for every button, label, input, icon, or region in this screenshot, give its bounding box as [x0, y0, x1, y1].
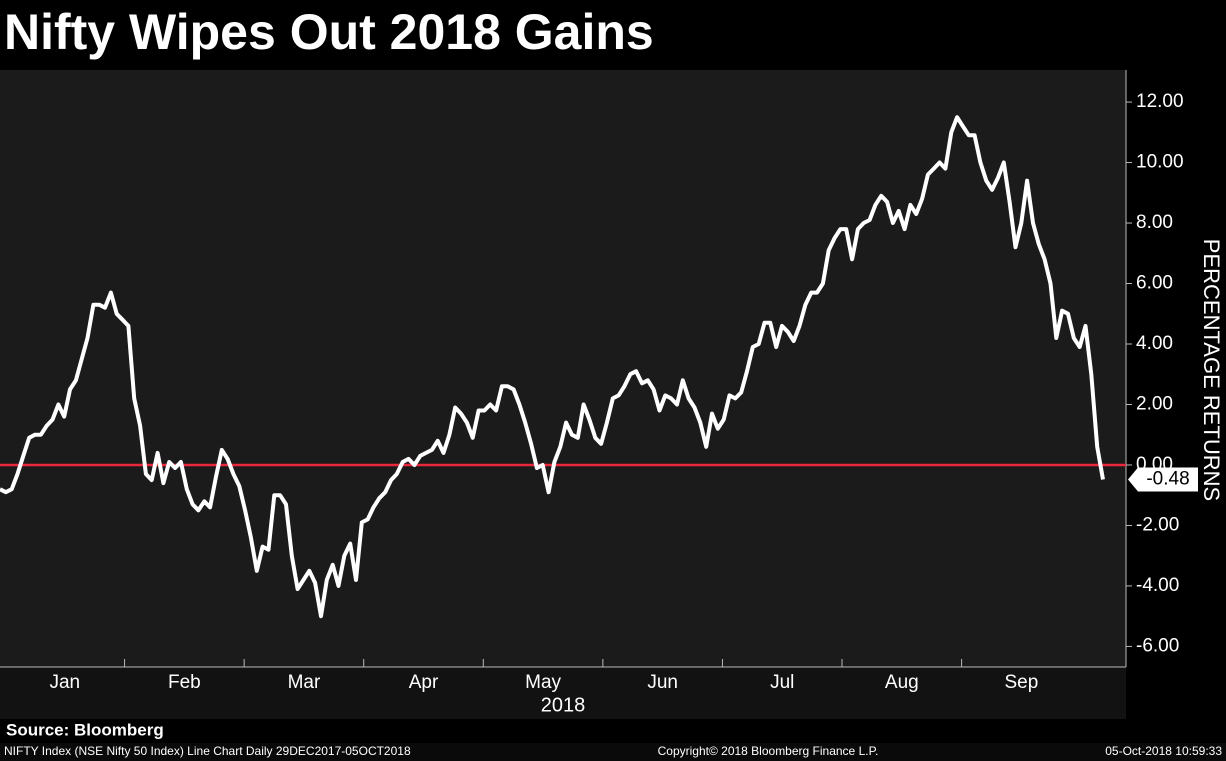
x-tick-label: Sep — [1004, 672, 1038, 693]
y-axis-label: PERCENTAGE RETURNS — [1199, 239, 1224, 501]
chart-title: Nifty Wipes Out 2018 Gains — [4, 4, 654, 60]
y-tick-label: -6.00 — [1136, 635, 1179, 656]
y-tick-label: -4.00 — [1136, 575, 1179, 596]
x-tick-label: Jun — [647, 672, 678, 693]
y-tick-label: 8.00 — [1136, 212, 1173, 233]
x-axis-area — [0, 667, 1126, 719]
footer-center: Copyright© 2018 Bloomberg Finance L.P. — [658, 744, 879, 758]
series-line — [0, 115, 1105, 619]
y-tick-label: 12.00 — [1136, 91, 1184, 112]
footer-right: 05-Oct-2018 10:59:33 — [1105, 744, 1222, 758]
x-tick-label: May — [525, 672, 561, 693]
y-tick-label: 2.00 — [1136, 394, 1173, 415]
x-tick-label: Mar — [288, 672, 321, 693]
x-tick-label: Jan — [49, 672, 80, 693]
y-tick-label: -2.00 — [1136, 514, 1179, 535]
x-tick-label: Apr — [409, 672, 439, 693]
x-tick-label: Feb — [168, 672, 201, 693]
source: Source: Bloomberg — [6, 720, 164, 739]
last-value-label: -0.48 — [1146, 469, 1189, 490]
plot-area — [0, 70, 1126, 667]
x-tick-label: Aug — [885, 672, 919, 693]
y-tick-label: 10.00 — [1136, 152, 1184, 173]
last-value-box — [1128, 467, 1198, 492]
footer-bar — [0, 743, 1226, 761]
footer-left: NIFTY Index (NSE Nifty 50 Index) Line Ch… — [4, 744, 411, 758]
y-tick-label: 4.00 — [1136, 333, 1173, 354]
x-tick-label: Jul — [770, 672, 794, 693]
x-axis-label: 2018 — [541, 694, 586, 716]
y-tick-label: 6.00 — [1136, 273, 1173, 294]
